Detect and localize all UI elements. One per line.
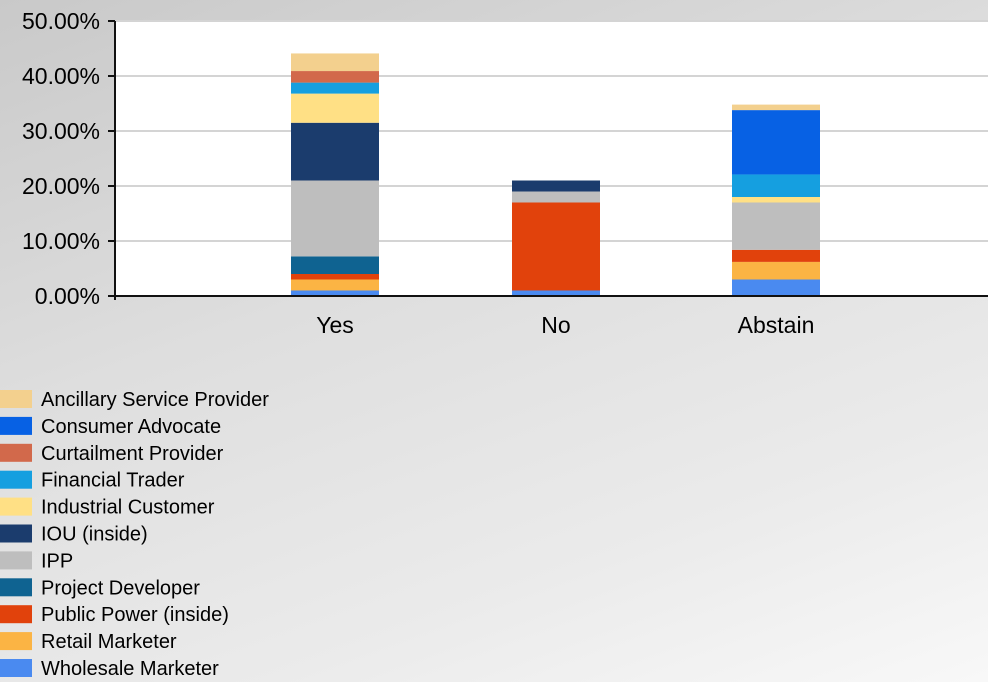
legend: Ancillary Service Provider Consumer Advoc…	[0, 389, 269, 680]
legend-label: Public Power (inside)	[41, 604, 229, 626]
legend-swatch	[0, 416, 32, 435]
bar-segment-yes-curtailment-provider	[291, 71, 379, 83]
legend-swatch	[0, 443, 32, 462]
bar-segment-abstain-retail-marketer	[732, 261, 820, 280]
legend-swatch	[0, 470, 32, 489]
legend-label: Ancillary Service Provider	[41, 389, 269, 411]
legend-label: IOU (inside)	[41, 524, 148, 546]
bar-segment-yes-wholesale-marketer	[291, 290, 379, 296]
bar-segment-abstain-ipp	[732, 202, 820, 250]
legend-label: Project Developer	[41, 577, 200, 599]
legend-swatch	[0, 497, 32, 516]
y-axis-ticks: 0.00% 10.00% 20.00% 30.00% 40.00% 50.00%	[22, 8, 115, 309]
bar-segment-yes-financial-trader	[291, 82, 379, 94]
bar-segment-abstain-consumer-advocate	[732, 110, 820, 175]
bar-segment-abstain-public-power-inside-	[732, 249, 820, 262]
legend-swatch	[0, 632, 32, 651]
bar-segment-yes-industrial-customer	[291, 93, 379, 123]
legend-swatch	[0, 605, 32, 624]
bar-segment-abstain-industrial-customer	[732, 197, 820, 203]
bars	[291, 53, 820, 296]
bar-segment-yes-project-developer	[291, 256, 379, 274]
bar-segment-abstain-financial-trader	[732, 174, 820, 197]
legend-label: Retail Marketer	[41, 631, 177, 653]
bar-segment-yes-ancillary-service-provider	[291, 53, 379, 72]
bar-segment-no-wholesale-marketer	[512, 290, 600, 296]
x-tick-label-abstain: Abstain	[738, 312, 815, 338]
x-axis-ticks: Yes No Abstain	[316, 312, 814, 338]
legend-swatch	[0, 578, 32, 597]
y-tick-label: 30.00%	[22, 118, 100, 144]
bar-segment-yes-ipp	[291, 180, 379, 257]
bar-segment-abstain-wholesale-marketer	[732, 279, 820, 296]
y-tick-label: 20.00%	[22, 173, 100, 199]
legend-swatch	[0, 551, 32, 570]
bar-segment-no-public-power-inside-	[512, 202, 600, 291]
legend-swatch	[0, 390, 32, 408]
bar-segment-yes-public-power-inside-	[291, 274, 379, 280]
y-tick-label: 50.00%	[22, 8, 100, 34]
legend-label: Wholesale Marketer	[41, 658, 219, 680]
axes	[113, 21, 988, 300]
legend-swatch	[0, 524, 32, 543]
bar-segment-abstain-ancillary-service-provider	[732, 104, 820, 111]
x-tick-label-no: No	[541, 312, 570, 338]
x-tick-label-yes: Yes	[316, 312, 354, 338]
bar-segment-yes-iou-inside-	[291, 122, 379, 181]
bar-segment-no-iou-inside-	[512, 180, 600, 192]
legend-label: Curtailment Provider	[41, 443, 224, 465]
y-tick-label: 0.00%	[35, 283, 100, 309]
bar-segment-yes-retail-marketer	[291, 279, 379, 291]
legend-label: IPP	[41, 550, 73, 572]
y-tick-label: 40.00%	[22, 63, 100, 89]
y-tick-label: 10.00%	[22, 228, 100, 254]
legend-label: Industrial Customer	[41, 497, 215, 519]
legend-label: Financial Trader	[41, 470, 185, 492]
bar-segment-no-ipp	[512, 191, 600, 203]
legend-swatch	[0, 659, 32, 677]
legend-label: Consumer Advocate	[41, 416, 221, 438]
